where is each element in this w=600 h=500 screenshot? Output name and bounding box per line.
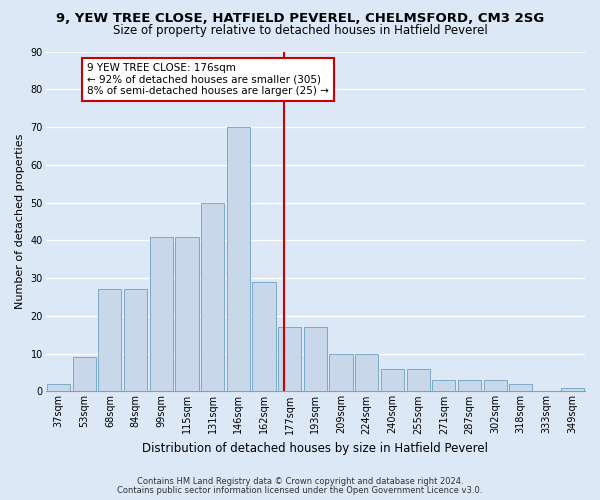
Bar bbox=[509, 384, 532, 392]
Bar bbox=[407, 368, 430, 392]
Bar bbox=[227, 127, 250, 392]
Bar bbox=[150, 236, 173, 392]
Bar bbox=[381, 368, 404, 392]
Bar bbox=[98, 290, 121, 392]
Text: 9 YEW TREE CLOSE: 176sqm
← 92% of detached houses are smaller (305)
8% of semi-d: 9 YEW TREE CLOSE: 176sqm ← 92% of detach… bbox=[87, 63, 329, 96]
Bar bbox=[484, 380, 506, 392]
Bar bbox=[278, 327, 301, 392]
X-axis label: Distribution of detached houses by size in Hatfield Peverel: Distribution of detached houses by size … bbox=[142, 442, 488, 455]
Bar bbox=[329, 354, 353, 392]
Bar bbox=[201, 202, 224, 392]
Text: Contains public sector information licensed under the Open Government Licence v3: Contains public sector information licen… bbox=[118, 486, 482, 495]
Bar bbox=[432, 380, 455, 392]
Text: 9, YEW TREE CLOSE, HATFIELD PEVEREL, CHELMSFORD, CM3 2SG: 9, YEW TREE CLOSE, HATFIELD PEVEREL, CHE… bbox=[56, 12, 544, 26]
Bar bbox=[73, 358, 96, 392]
Bar bbox=[560, 388, 584, 392]
Text: Size of property relative to detached houses in Hatfield Peverel: Size of property relative to detached ho… bbox=[113, 24, 487, 37]
Bar bbox=[355, 354, 378, 392]
Bar bbox=[304, 327, 327, 392]
Bar bbox=[47, 384, 70, 392]
Bar bbox=[175, 236, 199, 392]
Bar bbox=[124, 290, 147, 392]
Bar bbox=[253, 282, 275, 392]
Y-axis label: Number of detached properties: Number of detached properties bbox=[15, 134, 25, 309]
Bar bbox=[458, 380, 481, 392]
Text: Contains HM Land Registry data © Crown copyright and database right 2024.: Contains HM Land Registry data © Crown c… bbox=[137, 477, 463, 486]
